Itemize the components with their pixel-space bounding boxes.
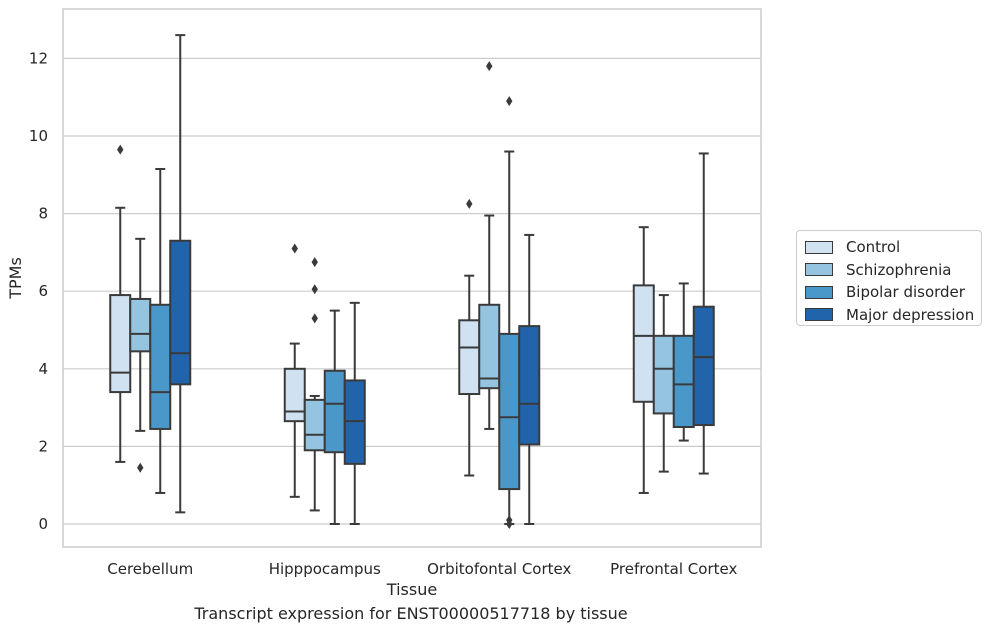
outlier-point <box>506 519 513 529</box>
legend-item: Control <box>805 236 981 259</box>
tick-labels: 0 2 4 6 8 10 12 Cerebellum Hipppocampus Orbitofon… <box>29 49 738 578</box>
legend-swatch <box>805 240 833 254</box>
box-iqr <box>652 334 675 415</box>
outlier-point <box>291 243 298 254</box>
legend-swatch <box>805 285 833 299</box>
box-iqr <box>632 284 655 403</box>
box-schizophrenia <box>129 237 152 473</box>
outlier-point <box>506 96 513 107</box>
box-iqr <box>518 325 541 446</box>
y-tick-label: 2 <box>38 437 48 455</box>
outlier-point <box>117 144 124 155</box>
legend-swatch <box>805 308 833 322</box>
box-control <box>109 144 132 463</box>
y-tick-label: 8 <box>38 205 48 223</box>
box-iqr <box>109 294 132 394</box>
box-bipolar-disorder <box>498 96 521 529</box>
legend-label: Bipolar disorder <box>846 283 965 302</box>
box-bipolar-disorder <box>149 167 172 494</box>
box-schizophrenia <box>652 294 675 473</box>
y-tick-label: 4 <box>38 360 48 378</box>
outlier-point <box>311 284 318 295</box>
y-tick-label: 10 <box>29 127 48 145</box>
legend-item: Bipolar disorder <box>805 281 981 304</box>
box-major-depression <box>692 152 715 475</box>
box-major-depression <box>343 301 366 525</box>
box-iqr <box>323 369 346 454</box>
box-control <box>632 226 655 494</box>
box-iqr <box>692 305 715 427</box>
y-tick-label: 6 <box>38 282 48 300</box>
boxes <box>109 34 715 529</box>
x-tick-label: Orbitofontal Cortex <box>427 560 571 578</box>
outlier-point <box>311 313 318 324</box>
box-bipolar-disorder <box>672 282 695 442</box>
outlier-point <box>466 198 473 209</box>
legend-item: Schizophrenia <box>805 259 981 282</box>
box-iqr <box>672 334 695 429</box>
box-iqr <box>303 398 326 452</box>
legend: Control Schizophrenia Bipolar disorder Majo… <box>796 230 982 326</box>
box-iqr <box>498 332 521 491</box>
box-iqr <box>478 303 501 390</box>
box-iqr <box>149 303 172 430</box>
plot-frame <box>62 8 762 548</box>
box-bipolar-disorder <box>323 309 346 525</box>
box-major-depression <box>169 34 192 514</box>
box-control <box>458 198 481 477</box>
chart-caption: Transcript expression for ENST0000051771… <box>194 604 628 623</box>
legend-label: Schizophrenia <box>846 260 952 279</box>
legend-label: Major depression <box>846 305 975 324</box>
outlier-point <box>137 462 144 473</box>
box-iqr <box>283 367 306 423</box>
outlier-point <box>311 257 318 268</box>
x-axis-title: Tissue <box>386 580 437 599</box>
box-schizophrenia <box>478 61 501 430</box>
legend-label: Control <box>846 238 901 257</box>
box-major-depression <box>518 233 541 525</box>
box-control <box>283 243 306 498</box>
x-tick-label: Prefrontal Cortex <box>610 560 737 578</box>
box-schizophrenia <box>303 257 326 512</box>
box-iqr <box>458 319 481 396</box>
x-tick-label: Hipppocampus <box>269 560 381 578</box>
outlier-point <box>486 61 493 72</box>
box-iqr <box>129 297 152 353</box>
y-tick-label: 0 <box>38 515 48 533</box>
box-iqr <box>169 239 192 386</box>
y-axis-title: TPMs <box>6 257 25 300</box>
x-tick-label: Cerebellum <box>107 560 193 578</box>
legend-item: Major depression <box>805 304 981 327</box>
gridlines <box>63 57 761 525</box>
legend-swatch <box>805 263 833 277</box>
y-tick-label: 12 <box>29 49 48 67</box>
